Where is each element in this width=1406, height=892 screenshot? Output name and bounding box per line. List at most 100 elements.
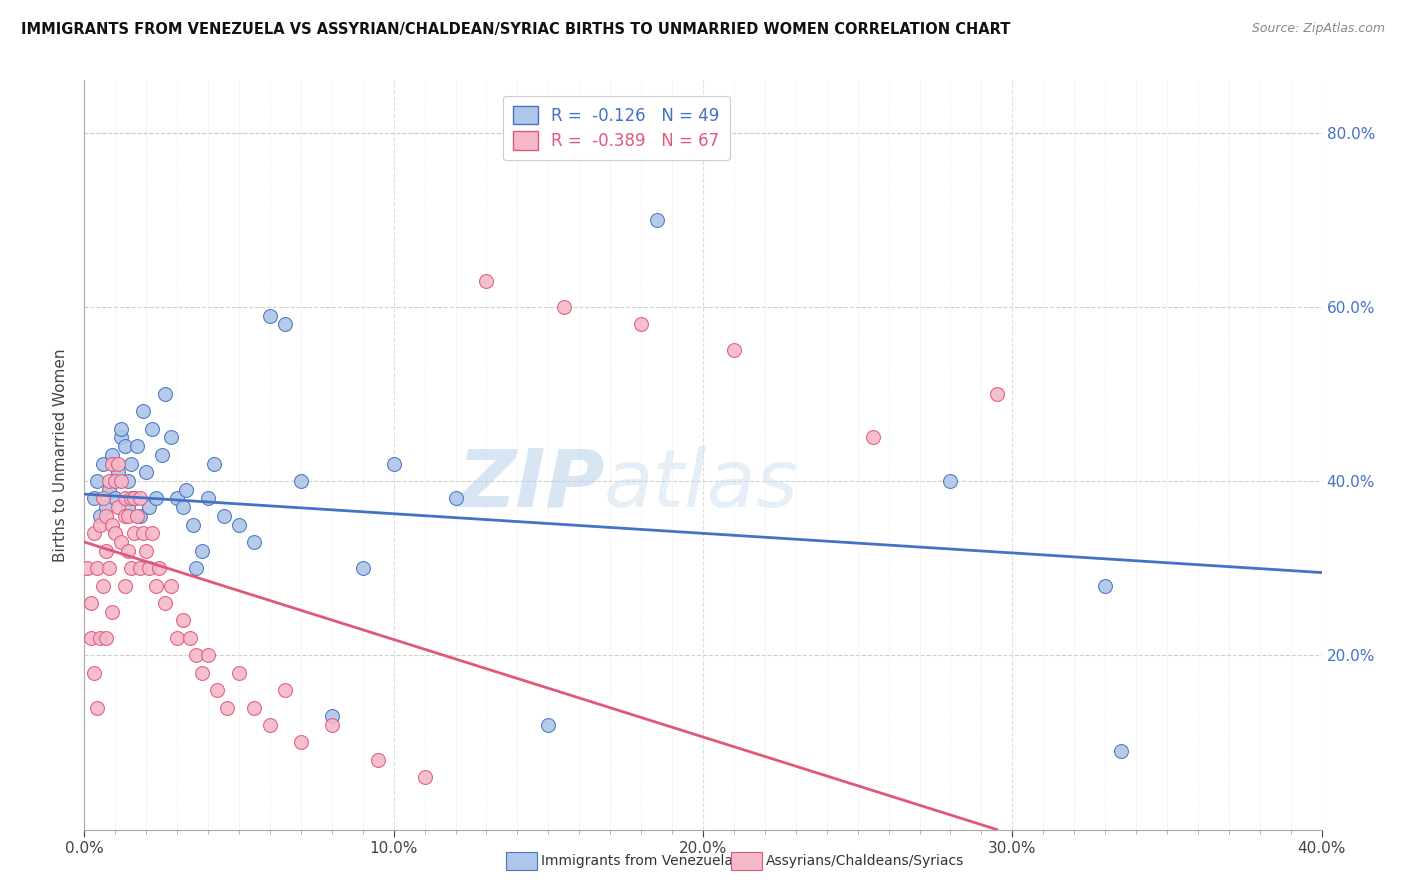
Point <box>98 561 121 575</box>
Point <box>120 561 142 575</box>
Point <box>79 631 101 645</box>
Point <box>148 561 170 575</box>
Text: atlas: atlas <box>605 446 799 524</box>
Point <box>107 457 129 471</box>
Point <box>110 430 132 444</box>
Text: IMMIGRANTS FROM VENEZUELA VS ASSYRIAN/CHALDEAN/SYRIAC BIRTHS TO UNMARRIED WOMEN : IMMIGRANTS FROM VENEZUELA VS ASSYRIAN/CH… <box>21 22 1011 37</box>
Point <box>321 709 343 723</box>
Point <box>110 422 132 436</box>
Point <box>179 631 201 645</box>
Point <box>862 430 884 444</box>
Point <box>274 317 297 331</box>
Point <box>413 770 436 784</box>
Text: Immigrants from Venezuela: Immigrants from Venezuela <box>541 854 734 868</box>
Point <box>166 631 188 645</box>
Point <box>98 483 121 497</box>
Point <box>475 274 498 288</box>
Point <box>228 665 250 680</box>
Point <box>122 491 145 506</box>
Point <box>243 535 266 549</box>
Point <box>91 579 114 593</box>
Point <box>83 491 105 506</box>
Point <box>91 457 114 471</box>
Point <box>86 561 108 575</box>
Point <box>197 648 219 663</box>
Point <box>110 535 132 549</box>
Point <box>110 474 132 488</box>
Point <box>107 500 129 515</box>
Point <box>1094 579 1116 593</box>
Point <box>259 309 281 323</box>
Point <box>181 517 204 532</box>
Point <box>138 500 160 515</box>
Point <box>537 718 560 732</box>
Point <box>166 491 188 506</box>
Point <box>367 753 389 767</box>
Point <box>94 631 117 645</box>
Point <box>107 466 129 480</box>
Point <box>145 491 167 506</box>
Point <box>212 508 235 523</box>
Point <box>184 561 207 575</box>
Point <box>94 500 117 515</box>
Point <box>290 474 312 488</box>
Point <box>153 387 176 401</box>
Point <box>129 508 152 523</box>
Point <box>176 483 198 497</box>
Point <box>352 561 374 575</box>
Point <box>86 474 108 488</box>
Point <box>321 718 343 732</box>
Point <box>184 648 207 663</box>
Text: Source: ZipAtlas.com: Source: ZipAtlas.com <box>1251 22 1385 36</box>
Point <box>114 439 136 453</box>
Point <box>117 543 139 558</box>
Point <box>89 508 111 523</box>
Point <box>76 561 98 575</box>
Point <box>382 457 405 471</box>
Text: Assyrians/Chaldeans/Syriacs: Assyrians/Chaldeans/Syriacs <box>766 854 965 868</box>
Point <box>160 430 183 444</box>
Point <box>172 614 194 628</box>
Point <box>138 561 160 575</box>
Point <box>141 422 163 436</box>
Point <box>114 491 136 506</box>
Point <box>83 665 105 680</box>
Point <box>444 491 467 506</box>
Y-axis label: Births to Unmarried Women: Births to Unmarried Women <box>53 348 69 562</box>
Point <box>160 579 183 593</box>
Legend: R =  -0.126   N = 49, R =  -0.389   N = 67: R = -0.126 N = 49, R = -0.389 N = 67 <box>503 96 730 160</box>
Point <box>202 457 225 471</box>
Point <box>89 631 111 645</box>
Point <box>145 579 167 593</box>
Point <box>630 317 652 331</box>
Point <box>104 491 127 506</box>
Point <box>117 500 139 515</box>
Point <box>135 466 157 480</box>
Point <box>117 508 139 523</box>
Point <box>122 491 145 506</box>
Point <box>129 491 152 506</box>
Point <box>243 700 266 714</box>
Point <box>191 543 214 558</box>
Point <box>986 387 1008 401</box>
Point <box>125 439 148 453</box>
Point <box>125 508 148 523</box>
Point <box>132 526 155 541</box>
Point <box>104 474 127 488</box>
Point <box>83 526 105 541</box>
Point <box>122 526 145 541</box>
Point <box>274 683 297 698</box>
Point <box>114 508 136 523</box>
Point <box>79 596 101 610</box>
Point <box>129 561 152 575</box>
Point <box>117 474 139 488</box>
Point <box>207 683 229 698</box>
Point <box>101 517 124 532</box>
Point <box>197 491 219 506</box>
Point <box>290 735 312 749</box>
Point <box>101 457 124 471</box>
Point <box>120 491 142 506</box>
Point <box>553 300 575 314</box>
Point <box>228 517 250 532</box>
Point <box>150 448 173 462</box>
